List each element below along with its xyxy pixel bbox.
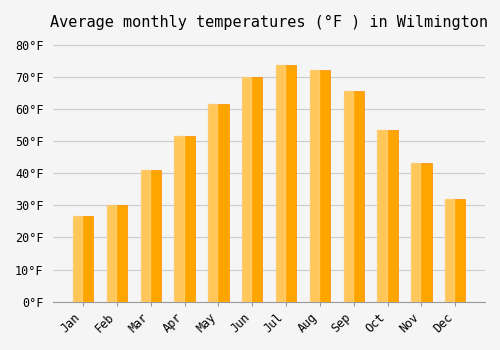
- Bar: [378, 130, 386, 302]
- Bar: [174, 136, 184, 302]
- Bar: [208, 104, 229, 302]
- Bar: [140, 170, 161, 302]
- Bar: [106, 205, 127, 302]
- Bar: [445, 199, 466, 302]
- Title: Average monthly temperatures (°F ) in Wilmington: Average monthly temperatures (°F ) in Wi…: [50, 15, 488, 30]
- Bar: [344, 91, 364, 302]
- Bar: [276, 65, 296, 302]
- Bar: [140, 170, 149, 302]
- Bar: [310, 70, 319, 302]
- Bar: [276, 65, 285, 302]
- Bar: [73, 217, 82, 302]
- Bar: [344, 91, 352, 302]
- Bar: [106, 205, 116, 302]
- Bar: [242, 77, 262, 302]
- Bar: [73, 217, 93, 302]
- Bar: [411, 163, 432, 302]
- Bar: [242, 77, 251, 302]
- Bar: [411, 163, 420, 302]
- Bar: [378, 130, 398, 302]
- Bar: [208, 104, 218, 302]
- Bar: [310, 70, 330, 302]
- Bar: [174, 136, 195, 302]
- Bar: [445, 199, 454, 302]
